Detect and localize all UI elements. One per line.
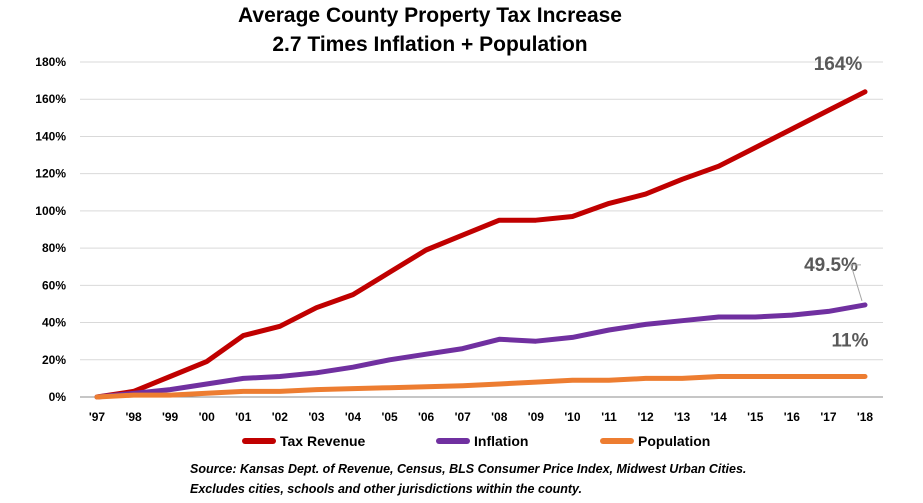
y-tick-label: 120% xyxy=(35,167,66,181)
x-tick-label: '09 xyxy=(528,410,545,424)
y-tick-label: 60% xyxy=(42,278,66,292)
x-tick-label: '04 xyxy=(345,410,362,424)
end-label: 49.5% xyxy=(804,255,858,276)
legend-swatch xyxy=(436,438,470,444)
x-axis: '97 '98 '99 '00 '01 '02 '03 '04 '05 '06 '07 '08 '09 '… xyxy=(89,410,874,424)
x-tick-label: '12 xyxy=(637,410,654,424)
x-tick-label: '14 xyxy=(711,410,728,424)
legend-item-inflation: Inflation xyxy=(436,430,528,452)
x-tick-label: '08 xyxy=(491,410,508,424)
series-line-tax-revenue xyxy=(94,89,868,400)
leader-line xyxy=(850,264,863,302)
legend-swatch xyxy=(600,438,634,444)
x-tick-label: '15 xyxy=(747,410,764,424)
x-tick-label: '00 xyxy=(199,410,216,424)
grid-lines xyxy=(80,61,883,398)
y-tick-label: 0% xyxy=(49,390,67,404)
source-note: Source: Kansas Dept. of Revenue, Census,… xyxy=(190,462,747,476)
end-label: 164% xyxy=(814,54,863,75)
x-tick-label: '99 xyxy=(162,410,179,424)
end-labels: 164% 49.5% 11% xyxy=(804,54,869,352)
x-tick-label: '03 xyxy=(308,410,325,424)
line-chart: 0%20%40%60%80%100%120%140%160%180% '97'9… xyxy=(35,54,883,424)
series-line-inflation xyxy=(94,302,868,400)
y-tick-label: 40% xyxy=(42,316,66,330)
y-tick-label: 20% xyxy=(42,353,66,367)
x-tick-label: '97 xyxy=(89,410,106,424)
x-tick-label: '17 xyxy=(820,410,837,424)
end-label: 11% xyxy=(832,331,869,352)
legend-label: Tax Revenue xyxy=(280,433,366,449)
x-tick-label: '07 xyxy=(455,410,472,424)
legend-swatch xyxy=(242,438,276,444)
y-tick-label: 100% xyxy=(35,204,66,218)
x-tick-label: '11 xyxy=(601,410,617,424)
x-tick-label: '18 xyxy=(857,410,874,424)
chart-subtitle: 2.7 Times Inflation + Population xyxy=(272,33,588,56)
source-note-2: Excludes cities, schools and other juris… xyxy=(190,482,582,496)
y-tick-label: 180% xyxy=(35,55,66,69)
legend: Tax Revenue Inflation Population xyxy=(0,430,923,452)
x-tick-label: '02 xyxy=(272,410,289,424)
x-tick-label: '16 xyxy=(784,410,801,424)
x-tick-label: '05 xyxy=(381,410,398,424)
y-axis: 0% 20% 40% 60% 80% 100% 120% 140% 160% 180% xyxy=(35,55,66,404)
series-lines xyxy=(94,89,868,400)
x-tick-label: '10 xyxy=(564,410,581,424)
y-tick-label: 80% xyxy=(42,241,66,255)
series-line-population xyxy=(94,374,868,400)
chart-title: Average County Property Tax Increase xyxy=(238,4,622,27)
x-tick-label: '98 xyxy=(125,410,142,424)
x-tick-label: '06 xyxy=(418,410,435,424)
y-tick-label: 160% xyxy=(35,92,66,106)
x-tick-label: '13 xyxy=(674,410,691,424)
x-tick-label: '01 xyxy=(235,410,252,424)
legend-label: Inflation xyxy=(474,433,529,449)
legend-item-tax-revenue: Tax Revenue xyxy=(242,430,365,452)
legend-label: Population xyxy=(638,433,711,449)
y-tick-label: 140% xyxy=(35,129,66,143)
legend-item-population: Population xyxy=(600,430,710,452)
